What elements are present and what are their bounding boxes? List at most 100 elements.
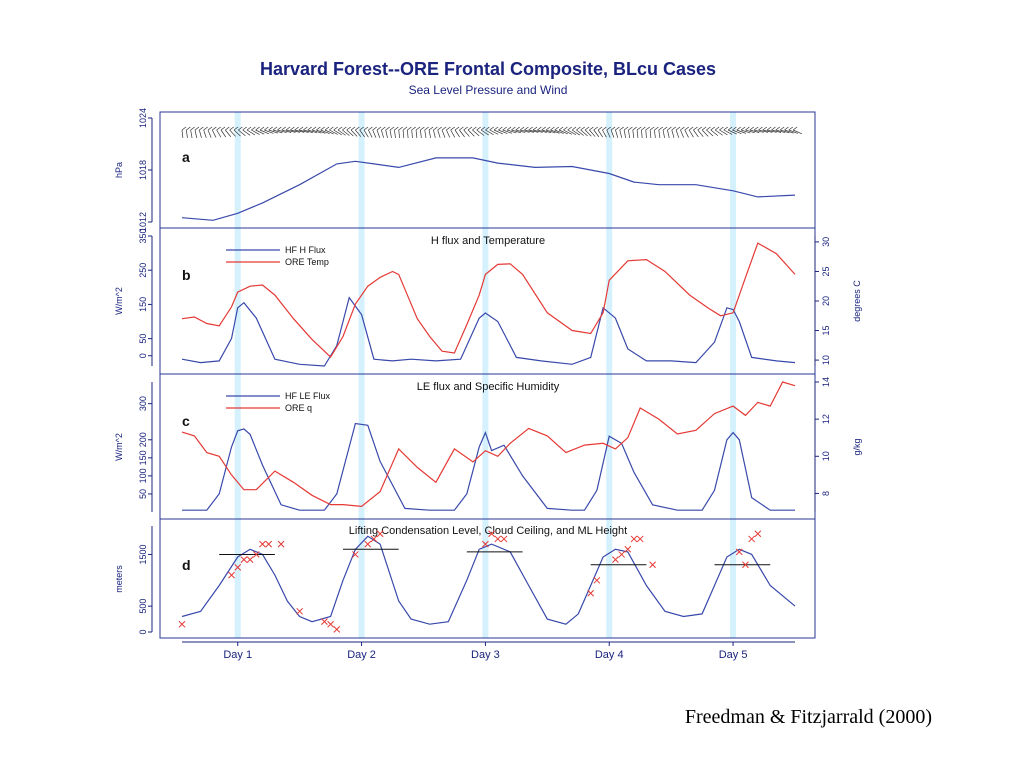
cloud-ceiling-marker <box>488 530 495 538</box>
wind-barb <box>229 129 236 137</box>
wind-barb-flag <box>489 126 494 131</box>
wind-barb <box>277 129 287 133</box>
y-tick-label: 250 <box>138 263 148 278</box>
wind-barb-flag <box>242 126 247 131</box>
wind-barb <box>359 129 365 138</box>
wind-barb-flag <box>493 126 499 131</box>
wind-barb-flag <box>199 126 204 131</box>
wind-barb <box>662 129 665 138</box>
wind-barb-flag <box>511 126 516 131</box>
cloud-ceiling-marker <box>234 564 242 571</box>
wind-barb-flag <box>589 126 594 131</box>
wind-barb <box>684 129 689 138</box>
cloud-ceiling-marker <box>748 535 756 543</box>
series-line-hf-h-flux <box>181 296 796 367</box>
wind-barb <box>571 129 580 136</box>
wind-barb <box>623 129 627 138</box>
y-tick-label: 1500 <box>138 544 148 564</box>
y-right-tick-label: 10 <box>821 451 831 461</box>
wind-barb <box>537 129 547 133</box>
wind-barb-flag <box>524 126 529 131</box>
wind-barb <box>437 129 441 138</box>
wind-barb-flag <box>541 126 546 131</box>
panel-a: a 1012 1018 1024 hPa <box>114 108 803 232</box>
y-right-tick-label: 30 <box>821 237 831 247</box>
wind-barb-flag <box>792 126 798 131</box>
wind-barb-flag <box>623 126 629 131</box>
wind-barb-flag <box>433 126 438 131</box>
wind-barb-flag <box>684 126 689 131</box>
cloud-ceiling-marker <box>252 551 260 558</box>
wind-barb <box>701 129 709 137</box>
wind-barb <box>788 129 798 134</box>
wind-barb-flag <box>238 126 243 131</box>
wind-barb <box>272 129 283 134</box>
wind-barb <box>350 129 358 137</box>
wind-barb <box>290 129 300 133</box>
wind-barb-flag <box>476 126 481 131</box>
wind-barb <box>264 129 274 134</box>
wind-barb <box>732 129 742 135</box>
wind-barb <box>641 129 643 139</box>
wind-barb-flag <box>402 126 408 131</box>
y-tick-label: 1012 <box>138 212 148 232</box>
wind-barb <box>758 129 769 133</box>
wind-barb-flag <box>467 126 473 131</box>
wind-barb-flag <box>641 126 646 131</box>
wind-barb-flag <box>420 126 425 131</box>
wind-barb <box>467 129 475 137</box>
wind-barb-flag <box>203 126 208 131</box>
wind-barb-flag <box>285 126 291 131</box>
wind-barb <box>190 129 193 138</box>
wind-barb <box>749 129 760 133</box>
wind-barb-flag <box>415 126 421 131</box>
y-axis-label: meters <box>114 565 124 593</box>
wind-barb-flag <box>610 126 616 131</box>
wind-barb <box>754 129 764 133</box>
wind-barb-flag <box>675 126 681 131</box>
wind-barb-flag <box>298 126 304 131</box>
wind-barb <box>342 129 350 136</box>
figure-credit: Freedman & Fitzjarrald (2000) <box>684 706 932 728</box>
wind-barb-flag <box>498 126 503 131</box>
wind-barb-flag <box>571 126 577 131</box>
wind-barb <box>697 129 704 137</box>
cloud-ceiling-marker <box>630 535 638 543</box>
wind-barb-flag <box>667 126 672 131</box>
wind-barb <box>220 129 227 138</box>
wind-barb <box>480 129 489 136</box>
wind-barb <box>597 129 603 138</box>
wind-barb-flag <box>389 126 395 131</box>
wind-barb <box>767 129 777 133</box>
cloud-ceiling-marker <box>612 556 619 563</box>
wind-barb-flag <box>732 126 737 131</box>
wind-barb-flag <box>446 126 451 131</box>
panel-letter: d <box>182 557 191 573</box>
wind-barb-flag <box>580 126 585 131</box>
wind-barb <box>381 129 384 138</box>
wind-barb <box>329 129 338 135</box>
figure-subtitle: Sea Level Pressure and Wind <box>409 83 568 97</box>
series-line-ore-q <box>181 381 796 508</box>
wind-barb <box>463 129 470 137</box>
wind-barb <box>710 129 719 136</box>
wind-barb-flag <box>363 126 369 131</box>
wind-barb-flag <box>307 126 312 131</box>
wind-barb <box>550 129 560 134</box>
wind-barb-flag <box>207 126 213 131</box>
cloud-ceiling-marker <box>593 576 601 584</box>
day-stripe <box>358 112 365 638</box>
wind-barb <box>775 129 786 133</box>
wind-barb-flag <box>251 126 256 131</box>
wind-barb-flag <box>784 126 789 131</box>
wind-barb <box>675 129 680 138</box>
y-tick-label: 0 <box>138 353 148 358</box>
y-tick-label: 150 <box>138 297 148 312</box>
wind-barb-flag <box>727 126 733 131</box>
wind-barb-flag <box>229 126 234 131</box>
wind-barb-flag <box>324 126 330 131</box>
panel-title: H flux and Temperature <box>431 235 545 247</box>
wind-barb <box>198 129 202 138</box>
cloud-ceiling-marker <box>618 551 625 558</box>
